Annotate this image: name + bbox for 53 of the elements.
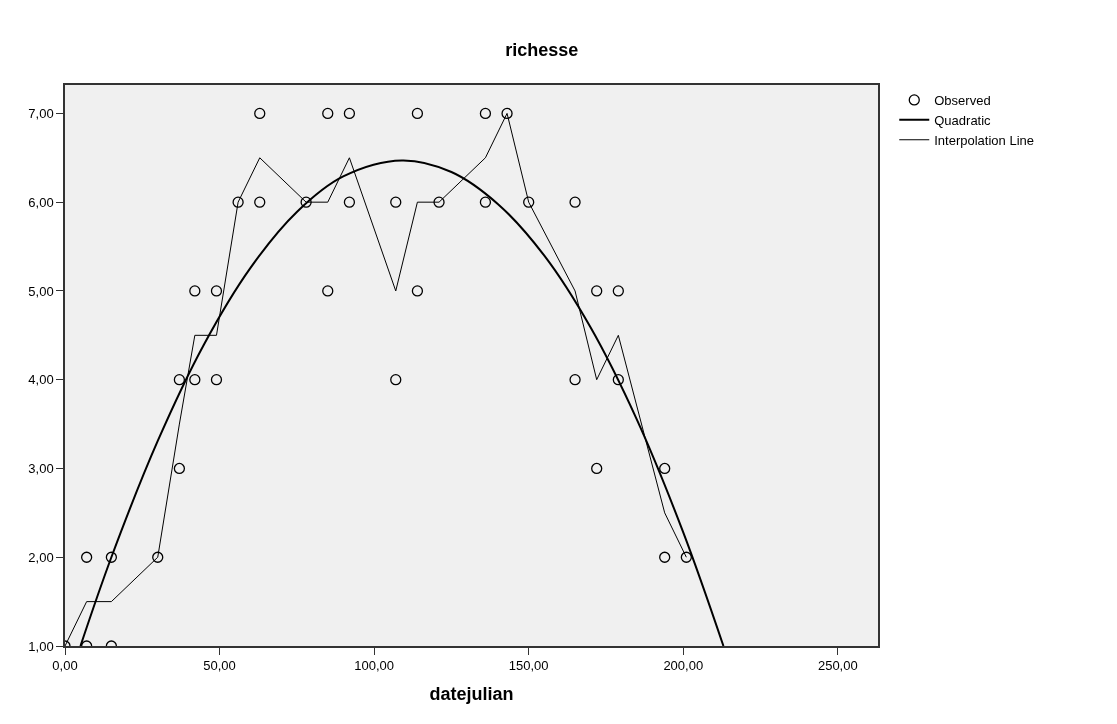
x-tick-label: 0,00 xyxy=(52,658,78,674)
y-tick-label: 4,00 xyxy=(28,372,54,388)
point xyxy=(680,551,692,563)
point xyxy=(189,374,201,386)
x-tick-label: 100,00 xyxy=(354,658,395,674)
point xyxy=(300,196,312,208)
point xyxy=(343,196,356,208)
point xyxy=(80,551,93,563)
legend-label: Quadratic xyxy=(934,112,992,128)
point xyxy=(173,462,186,475)
point xyxy=(210,285,223,297)
point xyxy=(612,285,624,297)
point xyxy=(210,374,223,386)
point xyxy=(322,285,334,297)
point xyxy=(411,285,424,297)
point xyxy=(343,107,356,120)
legend-label: Interpolation Line xyxy=(934,132,1035,148)
y-tick-label: 1,00 xyxy=(28,638,54,654)
chart-title: richesse xyxy=(505,40,579,61)
y-tick-label: 6,00 xyxy=(28,194,54,210)
point xyxy=(659,551,671,563)
point xyxy=(254,196,266,208)
point xyxy=(390,374,402,386)
point xyxy=(659,462,671,475)
y-tick-label: 5,00 xyxy=(28,283,54,299)
point xyxy=(479,107,492,120)
point xyxy=(254,107,266,120)
x-tick-label: 250,00 xyxy=(817,658,858,674)
point xyxy=(591,285,603,297)
x-axis-title: datejulian xyxy=(429,683,514,704)
point xyxy=(189,285,201,297)
x-tick-label: 200,00 xyxy=(663,658,704,674)
point xyxy=(433,196,445,208)
point xyxy=(390,196,402,208)
x-tick-label: 150,00 xyxy=(508,658,549,674)
point xyxy=(411,107,424,120)
point xyxy=(232,196,244,208)
y-tick-label: 3,00 xyxy=(28,461,54,477)
point xyxy=(152,551,164,563)
legend-label: Observed xyxy=(934,93,991,109)
y-tick-label: 2,00 xyxy=(28,549,54,565)
point xyxy=(591,462,603,475)
point xyxy=(523,196,535,208)
point xyxy=(105,551,118,563)
point xyxy=(479,196,492,208)
point xyxy=(322,107,334,120)
point xyxy=(612,374,624,386)
point xyxy=(173,374,186,386)
x-tick-label: 50,00 xyxy=(203,658,236,674)
point xyxy=(569,374,581,386)
point xyxy=(501,107,513,120)
y-tick-label: 7,00 xyxy=(28,105,54,121)
point xyxy=(569,196,581,208)
